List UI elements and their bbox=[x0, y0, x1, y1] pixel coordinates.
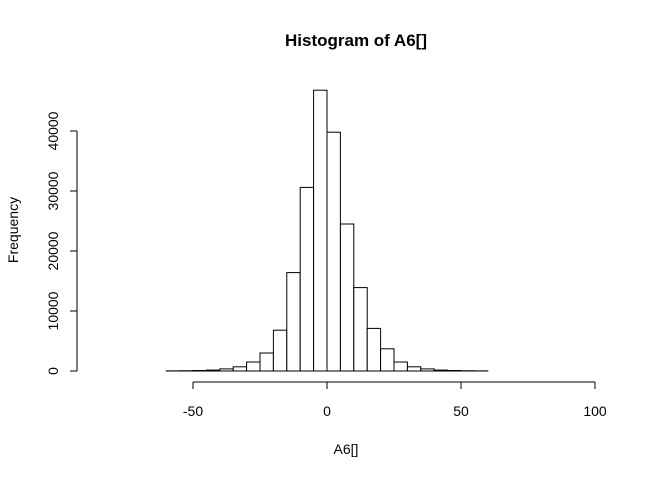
histogram-bar-25 bbox=[433, 369, 449, 372]
histogram-bars bbox=[165, 89, 489, 372]
histogram-bar-18 bbox=[339, 223, 355, 372]
histogram-bar-13 bbox=[272, 329, 288, 372]
y-axis: 0 10000 20000 30000 40000 bbox=[45, 111, 78, 375]
histogram-bar-17 bbox=[326, 131, 341, 372]
histogram-bar-8 bbox=[205, 369, 221, 372]
histogram-bar-21 bbox=[380, 348, 395, 372]
histogram-bar-24 bbox=[420, 368, 435, 372]
y-axis-label: Frequency bbox=[5, 197, 21, 263]
y-tick-label: 30000 bbox=[45, 171, 61, 210]
x-axis: -50 0 50 100 bbox=[183, 381, 607, 419]
histogram-bar-14 bbox=[286, 272, 301, 372]
histogram-bar-20 bbox=[366, 327, 382, 372]
histogram-bar-15 bbox=[299, 186, 315, 372]
x-axis-label: A6[] bbox=[334, 441, 359, 457]
histogram-bar-19 bbox=[353, 287, 368, 372]
y-tick-label: 0 bbox=[45, 367, 61, 375]
y-tick-label: 20000 bbox=[45, 231, 61, 270]
chart-title: Histogram of A6[] bbox=[285, 31, 427, 50]
x-tick-label: -50 bbox=[183, 403, 203, 419]
y-tick-label: 10000 bbox=[45, 291, 61, 330]
histogram-bar-10 bbox=[232, 366, 248, 372]
x-tick-label: 50 bbox=[453, 403, 469, 419]
histogram-bar-11 bbox=[246, 361, 261, 372]
x-tick-label: 0 bbox=[323, 403, 331, 419]
histogram-bar-23 bbox=[406, 366, 422, 372]
histogram-bar-12 bbox=[259, 352, 274, 372]
histogram-bar-9 bbox=[219, 368, 234, 372]
histogram-bar-16 bbox=[313, 89, 328, 372]
x-tick-label: 100 bbox=[583, 403, 607, 419]
y-tick-label: 40000 bbox=[45, 111, 61, 150]
histogram-bar-22 bbox=[393, 361, 408, 372]
